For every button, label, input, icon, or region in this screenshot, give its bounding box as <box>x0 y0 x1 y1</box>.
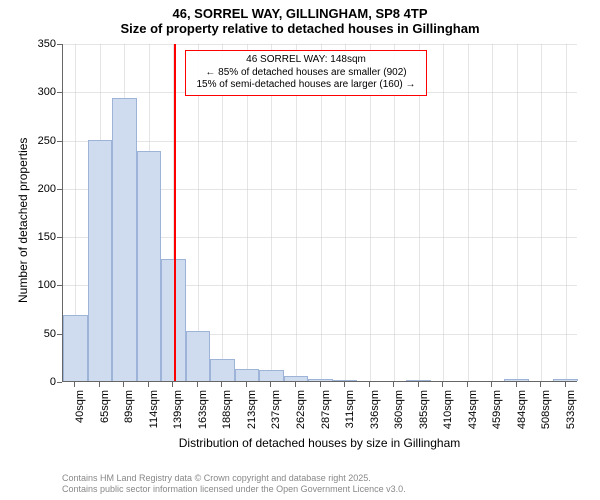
xtick-label: 262sqm <box>295 390 307 440</box>
histogram-bar <box>308 379 333 381</box>
plot-area: 46 SORREL WAY: 148sqm← 85% of detached h… <box>62 44 577 382</box>
xtick-label: 311sqm <box>344 390 356 440</box>
histogram-bar <box>88 140 113 381</box>
xtick-label: 40sqm <box>74 390 86 440</box>
xtick-mark <box>393 382 394 387</box>
histogram-bar <box>406 380 431 381</box>
xtick-mark <box>516 382 517 387</box>
ytick-mark <box>57 237 62 238</box>
xtick-label: 360sqm <box>393 390 405 440</box>
xtick-label: 533sqm <box>565 390 577 440</box>
ytick-label: 150 <box>32 231 56 243</box>
marker-line <box>174 44 176 381</box>
xtick-mark <box>320 382 321 387</box>
ytick-label: 50 <box>32 328 56 340</box>
xtick-mark <box>467 382 468 387</box>
xtick-mark <box>123 382 124 387</box>
annotation-box: 46 SORREL WAY: 148sqm← 85% of detached h… <box>185 50 427 96</box>
ytick-mark <box>57 141 62 142</box>
xtick-label: 213sqm <box>246 390 258 440</box>
ytick-label: 200 <box>32 183 56 195</box>
histogram-bar <box>63 315 88 381</box>
xtick-label: 385sqm <box>418 390 430 440</box>
footer-line: Contains HM Land Registry data © Crown c… <box>62 473 406 485</box>
ytick-mark <box>57 189 62 190</box>
footer-line: Contains public sector information licen… <box>62 484 406 496</box>
xtick-label: 287sqm <box>320 390 332 440</box>
xtick-mark <box>295 382 296 387</box>
ytick-label: 0 <box>32 376 56 388</box>
xtick-label: 459sqm <box>491 390 503 440</box>
ytick-label: 350 <box>32 38 56 50</box>
histogram-bar <box>259 370 284 381</box>
title-line-2: Size of property relative to detached ho… <box>0 21 600 36</box>
gridline-v <box>517 44 518 381</box>
histogram-bar <box>210 359 235 381</box>
xtick-label: 139sqm <box>172 390 184 440</box>
xtick-label: 89sqm <box>123 390 135 440</box>
footer-attribution: Contains HM Land Registry data © Crown c… <box>62 473 406 496</box>
annotation-line: 15% of semi-detached houses are larger (… <box>192 79 420 92</box>
ytick-label: 250 <box>32 135 56 147</box>
gridline-v <box>492 44 493 381</box>
histogram-bar <box>553 379 578 381</box>
xtick-mark <box>418 382 419 387</box>
xtick-label: 336sqm <box>369 390 381 440</box>
xtick-mark <box>246 382 247 387</box>
ytick-mark <box>57 285 62 286</box>
gridline-v <box>443 44 444 381</box>
gridline-v <box>566 44 567 381</box>
gridline-v <box>468 44 469 381</box>
histogram-bar <box>186 331 211 381</box>
xtick-label: 237sqm <box>270 390 282 440</box>
xtick-mark <box>442 382 443 387</box>
ytick-mark <box>57 92 62 93</box>
xtick-mark <box>221 382 222 387</box>
xtick-mark <box>344 382 345 387</box>
xtick-mark <box>565 382 566 387</box>
y-axis-label: Number of detached properties <box>16 138 30 303</box>
xtick-label: 188sqm <box>221 390 233 440</box>
histogram-bar <box>235 369 260 381</box>
xtick-mark <box>270 382 271 387</box>
chart-title: 46, SORREL WAY, GILLINGHAM, SP8 4TP Size… <box>0 0 600 36</box>
xtick-label: 114sqm <box>148 390 160 440</box>
xtick-mark <box>172 382 173 387</box>
xtick-label: 508sqm <box>540 390 552 440</box>
xtick-mark <box>540 382 541 387</box>
xtick-label: 163sqm <box>197 390 209 440</box>
xtick-mark <box>197 382 198 387</box>
xtick-mark <box>99 382 100 387</box>
xtick-mark <box>369 382 370 387</box>
ytick-mark <box>57 44 62 45</box>
gridline-v <box>541 44 542 381</box>
xtick-label: 410sqm <box>442 390 454 440</box>
xtick-mark <box>74 382 75 387</box>
ytick-label: 300 <box>32 86 56 98</box>
ytick-mark <box>57 382 62 383</box>
histogram-bar <box>504 379 529 381</box>
histogram-bar <box>137 151 162 381</box>
xtick-label: 434sqm <box>467 390 479 440</box>
xtick-mark <box>491 382 492 387</box>
xtick-mark <box>148 382 149 387</box>
histogram-bar <box>333 380 358 381</box>
ytick-label: 100 <box>32 279 56 291</box>
ytick-mark <box>57 334 62 335</box>
xtick-label: 484sqm <box>516 390 528 440</box>
xtick-label: 65sqm <box>99 390 111 440</box>
title-line-1: 46, SORREL WAY, GILLINGHAM, SP8 4TP <box>0 6 600 21</box>
histogram-bar <box>284 376 309 381</box>
annotation-line: ← 85% of detached houses are smaller (90… <box>192 67 420 80</box>
annotation-line: 46 SORREL WAY: 148sqm <box>192 54 420 67</box>
histogram-bar <box>112 98 137 381</box>
